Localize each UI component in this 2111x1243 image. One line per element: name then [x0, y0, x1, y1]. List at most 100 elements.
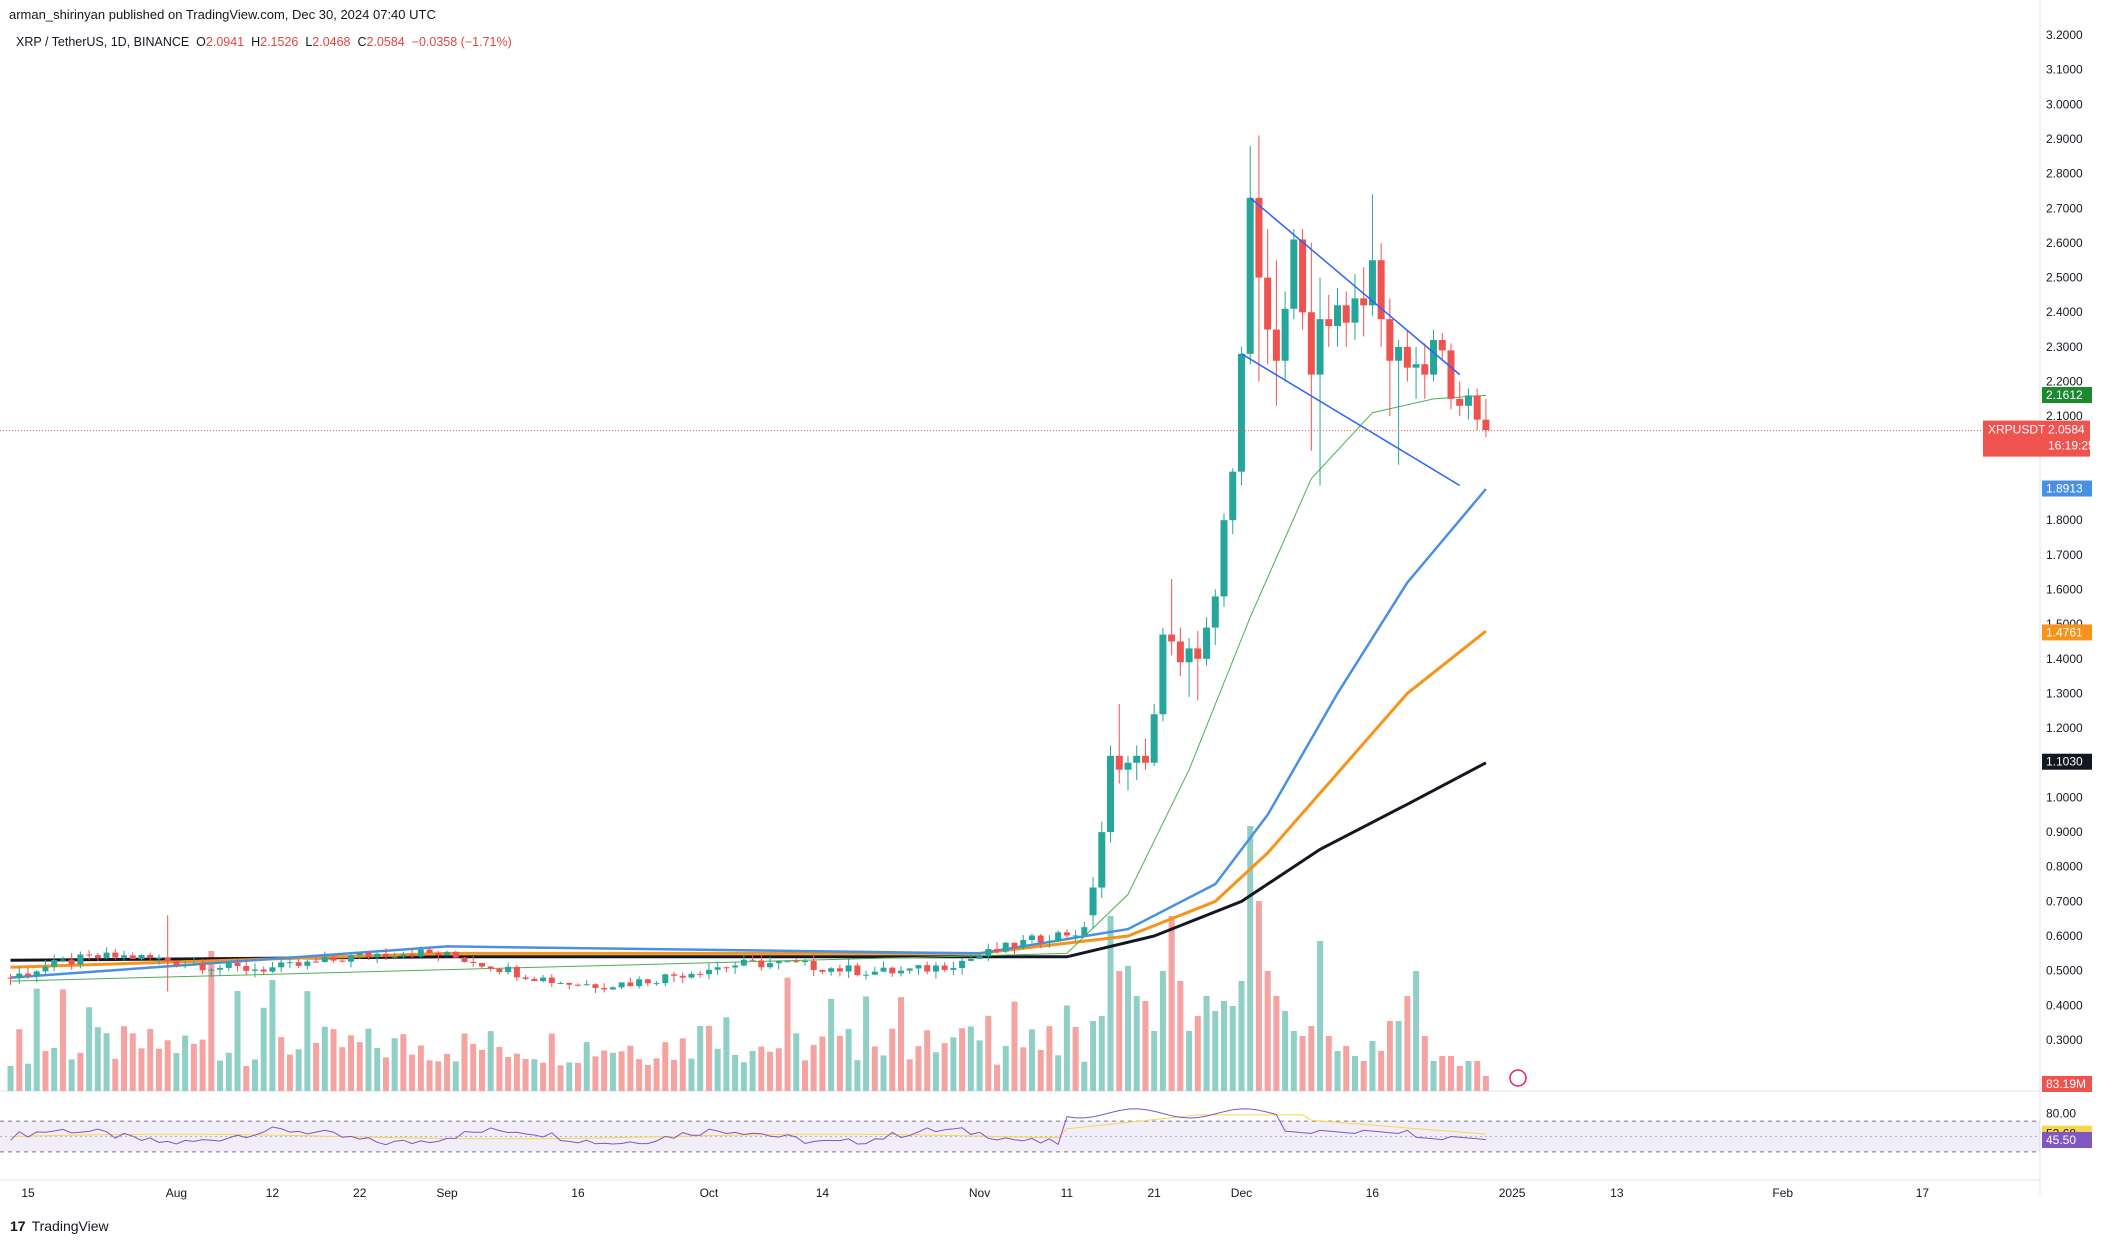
candle-body: [121, 955, 128, 958]
volume-bar: [348, 1035, 355, 1091]
volume-bar: [1194, 1016, 1201, 1091]
close-value: 2.0584: [366, 35, 405, 49]
volume-bar: [889, 1028, 896, 1091]
volume-bar: [863, 996, 870, 1091]
volume-bar: [1255, 901, 1262, 1091]
price-tick-label: 2.3000: [2046, 340, 2083, 354]
volume-bar: [836, 1035, 843, 1091]
price-tick-label: 2.2000: [2046, 375, 2083, 389]
volume-bar: [1282, 1011, 1289, 1091]
candle-body: [714, 967, 721, 970]
volume-bar: [217, 1060, 224, 1091]
time-tick-label: 17: [1916, 1186, 1930, 1200]
ema-mid-line: [10, 488, 1487, 979]
volume-bar: [400, 1034, 407, 1091]
volume-bar: [1081, 1061, 1088, 1091]
candle-body: [531, 978, 538, 982]
candle-body: [618, 982, 625, 988]
volume-bar: [1107, 916, 1114, 1091]
candle-body: [86, 954, 93, 956]
price-tick-label: 0.3000: [2046, 1033, 2083, 1047]
candle-body: [740, 959, 747, 966]
volume-bar: [1063, 1005, 1070, 1091]
candle-body: [1325, 319, 1333, 327]
candle-body: [880, 967, 887, 972]
volume-bar: [1421, 1036, 1428, 1091]
candle-body: [251, 969, 258, 971]
candle-body: [1168, 634, 1176, 642]
change-value: −0.0358 (−1.71%): [411, 35, 512, 49]
candle-body: [103, 952, 110, 959]
volume-bar: [1151, 1031, 1158, 1091]
candle-body: [435, 952, 442, 956]
candle-body: [557, 982, 564, 984]
time-tick-label: 21: [1147, 1186, 1161, 1200]
volume-bar: [557, 1065, 564, 1091]
volume-bar: [321, 1026, 328, 1091]
volume-bar: [548, 1033, 555, 1091]
volume-bar: [1133, 996, 1140, 1091]
candle-body: [671, 974, 678, 976]
tradingview-logo[interactable]: 17 TradingView: [10, 1218, 109, 1234]
price-tick-label: 3.2000: [2046, 28, 2083, 42]
volume-bar: [574, 1062, 581, 1091]
candle-body: [68, 959, 75, 965]
candle-body: [339, 960, 346, 962]
volume-bar: [871, 1046, 878, 1091]
candle-body: [898, 970, 904, 974]
volume-bar: [42, 1051, 49, 1091]
candle-body: [1360, 298, 1368, 306]
symbol-title[interactable]: XRP / TetherUS, 1D, BINANCE: [16, 35, 190, 49]
volume-bars: [7, 826, 1489, 1091]
candle-body: [1430, 339, 1438, 375]
candle-body: [1281, 308, 1289, 361]
symbol-legend: XRP / TetherUS, 1D, BINANCE O2.0941 H2.1…: [16, 35, 512, 49]
volume-bar: [1369, 1041, 1376, 1091]
volume-bar: [1212, 1011, 1219, 1091]
current-price-badge: 2.0584: [2048, 423, 2085, 437]
candle-body: [234, 962, 241, 966]
candle-body: [1447, 350, 1455, 399]
candle-body: [51, 960, 58, 967]
volume-bar: [286, 1054, 293, 1091]
volume-bar: [618, 1051, 625, 1091]
volume-bar: [959, 1028, 966, 1091]
volume-bar: [1456, 1066, 1463, 1091]
candle-body: [208, 969, 215, 971]
volume-bar: [1317, 941, 1324, 1091]
candle-body: [1028, 935, 1035, 941]
volume-bar: [426, 1060, 433, 1091]
volume-bar: [1273, 996, 1280, 1091]
ema-price-badge-bg: [2042, 753, 2092, 770]
candle-body: [330, 957, 337, 961]
price-tick-label: 3.0000: [2046, 97, 2083, 111]
candle-body: [697, 973, 704, 975]
time-tick-label: Aug: [166, 1186, 187, 1200]
candle-body: [915, 965, 922, 969]
candle-body: [7, 977, 14, 979]
volume-bar: [382, 1057, 389, 1091]
candle-body: [173, 961, 180, 966]
candle-body: [1220, 520, 1228, 597]
low-value: 2.0468: [312, 35, 351, 49]
time-tick-label: Dec: [1231, 1186, 1252, 1200]
volume-bar: [16, 1029, 23, 1091]
rsi-line: [10, 1108, 1486, 1146]
candle-body: [269, 967, 276, 972]
volume-bar: [470, 1043, 477, 1091]
price-tick-label: 1.2000: [2046, 721, 2083, 735]
volume-bar: [1020, 1047, 1027, 1091]
candle-body: [1395, 346, 1403, 361]
volume-bar: [409, 1054, 416, 1091]
volume-bar: [950, 1037, 957, 1091]
candle-body: [705, 969, 712, 975]
volume-bar: [208, 951, 215, 1091]
price-tick-label: 1.0000: [2046, 790, 2083, 804]
ema-price-badge-bg: [2042, 480, 2092, 497]
volume-bar: [1474, 1061, 1481, 1091]
volume-bar: [147, 1028, 154, 1091]
volume-bar: [304, 991, 311, 1091]
price-tick-label: 2.6000: [2046, 236, 2083, 250]
candle-body: [225, 962, 232, 968]
